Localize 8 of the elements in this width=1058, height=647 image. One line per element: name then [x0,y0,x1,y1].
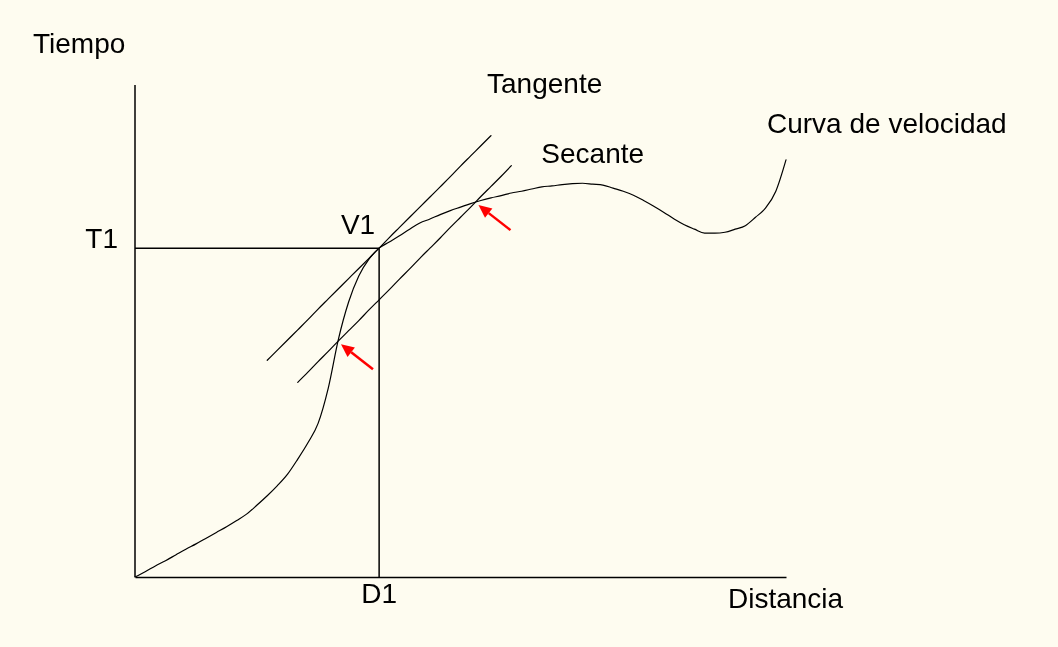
series-label: Secante [541,137,645,169]
ref-line-label: T1 [85,223,118,255]
text: D1 [361,578,398,609]
series-label: Tangente [487,67,603,99]
y-axis-title: Tiempo [33,28,126,59]
series-label: Curva de velocidad [767,107,1007,139]
annotation: V1 [340,209,376,241]
x-axis-title: Distancia [728,583,844,614]
